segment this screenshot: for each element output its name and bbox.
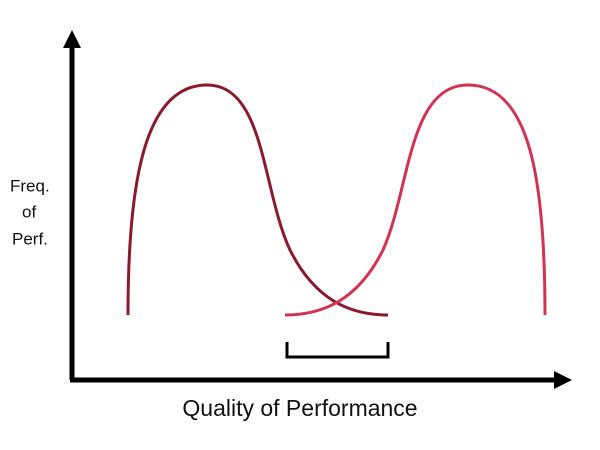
right-curve: [284, 83, 547, 317]
x-axis-arrow: [554, 371, 572, 389]
y-axis-label: Freq.: [10, 176, 50, 195]
y-axis-label: of: [22, 202, 36, 221]
left-curve: [126, 83, 389, 317]
x-axis-label: Quality of Performance: [182, 395, 417, 421]
y-axis-arrow: [63, 30, 81, 48]
y-axis-label: Perf.: [12, 229, 48, 248]
overlap-bracket: [285, 342, 390, 359]
